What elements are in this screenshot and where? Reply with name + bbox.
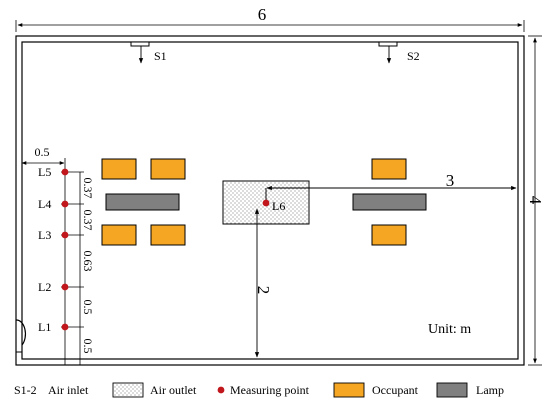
occupant <box>371 224 407 246</box>
legend-outlet-swatch <box>112 382 144 398</box>
dimension-3: 3 <box>265 171 517 200</box>
measuring-dot-l5 <box>61 168 69 176</box>
width-label: 6 <box>258 5 267 24</box>
air-inlet-s2: S2 <box>378 41 420 64</box>
occupant <box>371 158 407 180</box>
measuring-dot-l1 <box>61 323 69 331</box>
probe-offset-label: 0.5 <box>35 145 50 159</box>
measuring-point-l6: L6 <box>262 199 285 213</box>
spacing-label-l3-l2: 0.63 <box>81 251 95 272</box>
spacing-label-l5-l4: 0.37 <box>81 178 95 199</box>
spacing-label-l1-floor: 0.5 <box>81 339 95 354</box>
occupant <box>150 158 186 180</box>
right-workstation <box>352 158 427 246</box>
dimension-3-label: 3 <box>446 171 455 190</box>
unit-label: Unit: m <box>428 322 471 337</box>
measuring-dot-l4 <box>61 200 69 208</box>
measuring-label-l1: L1 <box>38 320 51 334</box>
inlet-label-s1: S1 <box>154 49 167 63</box>
height-label: 4 <box>526 196 545 205</box>
legend: S1-2 Air inlet Air outlet Measuring poin… <box>14 382 504 398</box>
left-workstation <box>101 158 186 246</box>
occupant <box>101 224 137 246</box>
occupant <box>101 158 137 180</box>
legend-lamp-text: Lamp <box>476 383 504 397</box>
dimension-2-label: 2 <box>254 286 273 295</box>
spacing-label-l4-l3: 0.37 <box>81 210 95 231</box>
legend-lamp-swatch <box>436 382 468 398</box>
measuring-label-l4: L4 <box>38 197 51 211</box>
measuring-label-l5: L5 <box>38 165 51 179</box>
legend-measuring-swatch <box>217 386 225 394</box>
width-dimension: 6 <box>15 5 525 32</box>
legend-occupant-swatch <box>333 382 365 398</box>
dimension-2: 2 <box>254 208 273 358</box>
air-inlet-s1: S1 <box>130 41 167 64</box>
measuring-pole: L5 L4 L3 L2 L1 0.37 0.37 0.63 0.5 0.5 <box>38 165 95 366</box>
measuring-label-l6: L6 <box>272 199 285 213</box>
lamp <box>352 193 427 211</box>
room-walls <box>15 35 525 366</box>
legend-inlet-symbol: S1-2 <box>14 383 37 397</box>
occupant <box>150 224 186 246</box>
measuring-label-l2: L2 <box>38 280 51 294</box>
height-dimension: 4 <box>526 35 545 366</box>
legend-occupant-text: Occupant <box>372 383 419 397</box>
measuring-dot-l2 <box>61 283 69 291</box>
legend-measuring-text: Measuring point <box>230 383 310 397</box>
measuring-dot-l3 <box>61 231 69 239</box>
legend-inlet-text: Air inlet <box>48 383 89 397</box>
measuring-label-l3: L3 <box>38 228 51 242</box>
lamp <box>105 193 180 211</box>
inlet-label-s2: S2 <box>407 49 420 63</box>
spacing-label-l2-l1: 0.5 <box>81 300 95 315</box>
door-recess <box>15 319 27 346</box>
legend-outlet-text: Air outlet <box>150 383 197 397</box>
